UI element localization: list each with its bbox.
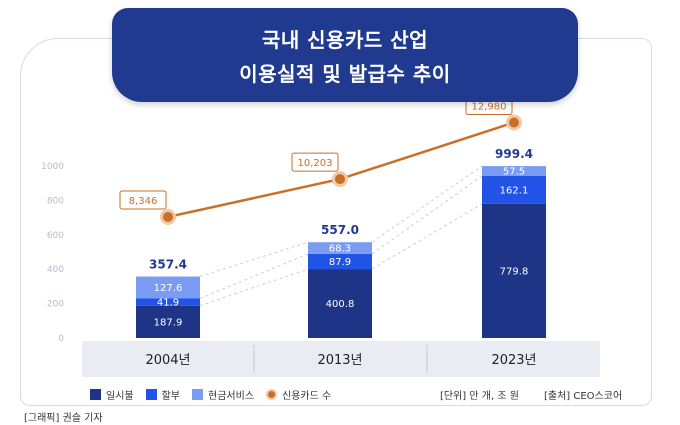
bar-total-label: 357.4 — [149, 258, 187, 272]
legend-swatch — [90, 388, 101, 400]
bar-value-label: 162.1 — [500, 185, 529, 196]
y-tick-label: 800 — [47, 196, 64, 206]
line-marker — [335, 174, 345, 185]
y-tick-label: 0 — [58, 334, 64, 344]
connector-line — [199, 268, 309, 307]
line-value-label: 12,980 — [472, 101, 507, 112]
y-tick-label: 600 — [47, 231, 64, 241]
credit-text: [그래픽] 권슬 기자 — [24, 413, 103, 424]
connector-line — [371, 165, 483, 243]
line-label-box — [291, 152, 339, 172]
bar-segment — [308, 242, 372, 254]
bar-segment — [136, 276, 200, 299]
legend-item-installment: 할부 — [145, 387, 181, 402]
x-tick-label: 2023년 — [491, 353, 536, 368]
bar-segment — [482, 166, 546, 176]
line-label-box — [119, 190, 167, 210]
connector-line — [371, 203, 483, 270]
bar-segment — [136, 298, 200, 306]
legend-label: 신용카드 수 — [282, 390, 332, 402]
x-axis-band — [82, 341, 600, 377]
legend-label: 할부 — [161, 390, 181, 402]
legend-label: 현금서비스 — [208, 390, 255, 402]
chart-title-line1: 국내 신용카드 산업 — [261, 28, 429, 52]
y-tick-label: 1000 — [41, 162, 64, 172]
line-value-label: 8,346 — [129, 196, 158, 207]
bar-total-label: 999.4 — [495, 147, 533, 161]
bar-segment — [482, 203, 546, 338]
line-series-path — [167, 121, 515, 219]
line-marker — [163, 211, 173, 222]
bar-segment — [308, 269, 372, 338]
legend-item-lump-sum: 일시불 — [90, 387, 134, 402]
source-note: [출처] CEO스코어 — [544, 391, 623, 402]
legend-item-cash-service: 현금서비스 — [192, 387, 254, 402]
bar-segment — [136, 305, 200, 338]
line-value-label: 10,203 — [298, 158, 333, 169]
unit-note: [단위] 만 개, 조 원 — [440, 391, 519, 402]
y-tick-label: 200 — [47, 300, 64, 310]
title-banner — [112, 8, 578, 102]
bar-value-label: 87.9 — [329, 257, 351, 268]
legend: 일시불 할부 현금서비스 신용카드 수 — [90, 386, 343, 402]
bar-value-label: 187.9 — [154, 317, 183, 328]
connector-line — [199, 241, 309, 278]
y-tick-label: 400 — [47, 265, 64, 275]
bar-value-label: 68.3 — [329, 244, 351, 255]
bar-value-label: 779.8 — [500, 266, 529, 277]
legend-item-card-count: 신용카드 수 — [266, 387, 331, 402]
line-marker — [509, 117, 519, 128]
legend-swatch — [145, 388, 157, 400]
bar-total-label: 557.0 — [321, 223, 359, 237]
bar-value-label: 127.6 — [154, 283, 183, 294]
bar-segment — [308, 253, 372, 270]
bar-value-label: 41.9 — [157, 298, 179, 309]
bar-value-label: 400.8 — [326, 299, 355, 310]
x-tick-label: 2004년 — [145, 353, 190, 368]
x-tick-label: 2013년 — [317, 353, 362, 368]
connector-line — [371, 175, 483, 255]
connector-line — [199, 253, 309, 299]
bar-segment — [482, 175, 546, 204]
legend-swatch — [192, 388, 204, 400]
legend-marker — [266, 388, 278, 400]
legend-label: 일시불 — [106, 390, 134, 402]
bar-value-label: 57.5 — [503, 167, 525, 178]
chart-title-line2: 이용실적 및 발급수 추이 — [239, 62, 451, 86]
